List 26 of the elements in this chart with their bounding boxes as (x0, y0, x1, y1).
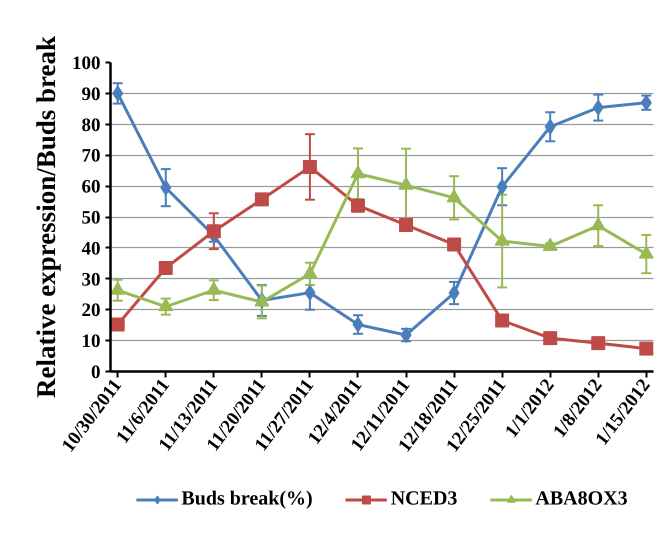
point (495, 314, 510, 328)
y-tick-label: 60 (82, 176, 100, 198)
y-tick-label: 40 (82, 238, 100, 260)
point (254, 192, 269, 206)
y-tick-label: 50 (82, 208, 100, 228)
point (399, 218, 414, 232)
y-tick-label: 20 (82, 300, 100, 322)
y-tick-label: 100 (72, 53, 100, 74)
legend-label: NCED3 (390, 488, 458, 510)
y-tick-label: 70 (82, 146, 100, 167)
legend-label: ABA8OX3 (535, 488, 628, 510)
y-tick-label: 0 (91, 362, 100, 383)
point (302, 160, 317, 174)
point (543, 331, 558, 346)
y-tick-label: 90 (82, 84, 100, 105)
y-axis-title: Relative expression/Buds break (31, 36, 61, 398)
point (447, 238, 462, 252)
point (639, 342, 654, 356)
point (158, 260, 173, 275)
legend-label: Buds break(%) (181, 488, 313, 510)
point (110, 318, 125, 332)
y-tick-label: 80 (82, 114, 100, 136)
y-tick-label: 10 (82, 331, 100, 352)
point (206, 224, 221, 238)
y-tick-label: 30 (82, 269, 100, 290)
point (591, 336, 606, 350)
